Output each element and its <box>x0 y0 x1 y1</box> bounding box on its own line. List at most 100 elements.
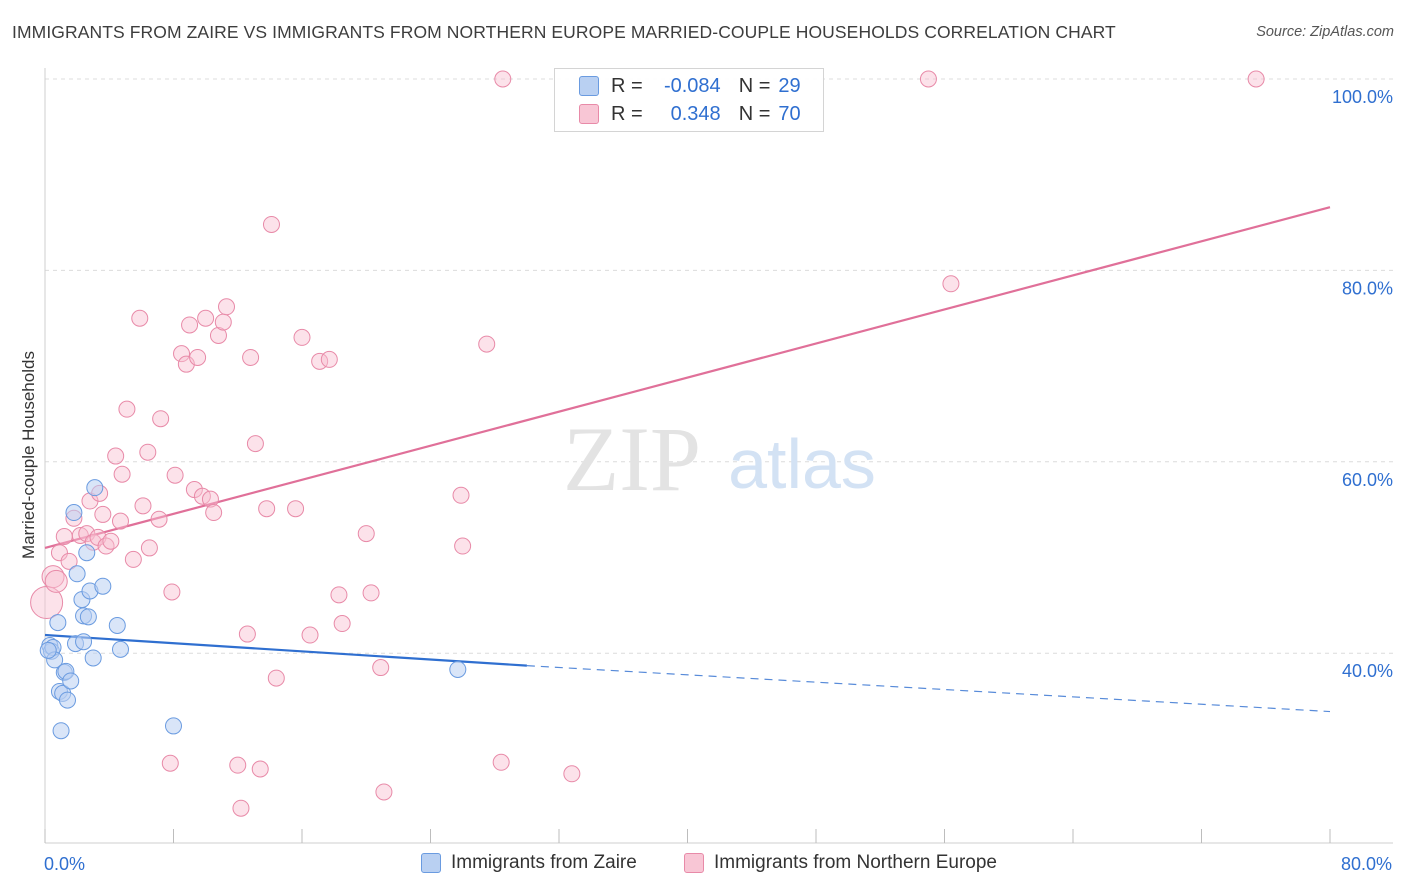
zaire-r-value: -0.084 <box>663 74 721 97</box>
northern-europe-point <box>229 756 247 774</box>
northern-europe-point <box>97 537 115 555</box>
zaire-n-label: N = <box>738 74 771 97</box>
northern-europe-point <box>218 298 236 316</box>
northern-europe-point <box>134 497 152 515</box>
northern-europe-n-value: 70 <box>778 102 801 125</box>
legend-row-northern-europe: R = 0.348 N = 70 <box>579 101 801 127</box>
northern-europe-point <box>330 586 348 604</box>
northern-europe-point <box>942 275 960 293</box>
northern-europe-point <box>209 326 227 344</box>
northern-europe-point <box>214 313 232 331</box>
y-axis-title: Married-couple Households <box>19 351 38 559</box>
northern-europe-point <box>189 348 207 366</box>
northern-europe-point <box>50 544 68 562</box>
northern-europe-point <box>251 760 269 778</box>
y-tick-label: 40.0% <box>1342 661 1393 681</box>
zaire-r-label: R = <box>611 74 643 97</box>
northern-europe-point <box>563 765 581 783</box>
northern-europe-point <box>107 447 125 465</box>
zaire-point <box>62 672 80 690</box>
northern-europe-point <box>201 490 219 508</box>
y-tick-label: 100.0% <box>1332 87 1393 107</box>
northern-europe-point <box>238 625 256 643</box>
zaire-point <box>52 722 70 740</box>
zaire-point <box>79 608 97 626</box>
zaire-point <box>449 660 467 678</box>
northern-europe-trend-line <box>44 206 1331 549</box>
northern-europe-r-value: 0.348 <box>670 102 721 125</box>
northern-europe-swatch <box>579 104 599 124</box>
northern-europe-point <box>919 70 937 88</box>
northern-europe-point <box>55 527 73 545</box>
northern-europe-legend-swatch <box>684 853 704 873</box>
northern-europe-point <box>94 505 112 523</box>
northern-europe-point <box>166 466 184 484</box>
northern-europe-point <box>372 659 390 677</box>
zaire-point <box>58 691 76 709</box>
northern-europe-point <box>375 783 393 801</box>
zaire-trend-line <box>44 633 527 667</box>
northern-europe-point <box>357 525 375 543</box>
zaire-point <box>75 633 93 651</box>
trend-lines <box>44 206 1331 713</box>
northern-europe-point <box>246 435 264 453</box>
northern-europe-point <box>494 70 512 88</box>
legend-item-zaire[interactable]: Immigrants from Zaire <box>421 852 637 874</box>
legend-row-zaire: R = -0.084 N = 29 <box>579 73 801 99</box>
northern-europe-point <box>232 799 250 817</box>
legend-item-northern-europe[interactable]: Immigrants from Northern Europe <box>684 852 997 874</box>
northern-europe-point <box>478 335 496 353</box>
northern-europe-points <box>30 70 1265 817</box>
zaire-n-value: 29 <box>778 74 801 97</box>
zaire-legend-swatch <box>421 853 441 873</box>
x-max-label: 80.0% <box>1341 854 1392 874</box>
northern-europe-point <box>139 443 157 461</box>
zaire-point <box>94 577 112 595</box>
zaire-points <box>39 479 467 740</box>
northern-europe-point <box>333 615 351 633</box>
northern-europe-point <box>140 539 158 557</box>
northern-europe-point <box>454 537 472 555</box>
northern-europe-point <box>161 754 179 772</box>
northern-europe-n-label: N = <box>738 102 771 125</box>
northern-europe-point <box>452 486 470 504</box>
zaire-point <box>49 614 67 632</box>
series-legend: Immigrants from Zaire Immigrants from No… <box>0 852 1406 878</box>
northern-europe-point <box>242 348 260 366</box>
zaire-point <box>108 616 126 634</box>
watermark-zip: ZIP <box>563 408 701 510</box>
northern-europe-point <box>287 500 305 518</box>
northern-europe-point <box>362 584 380 602</box>
zaire-point <box>68 565 86 583</box>
northern-europe-point <box>293 328 311 346</box>
grid-lines <box>45 78 1393 654</box>
northern-europe-r-label: R = <box>611 102 643 125</box>
northern-europe-point <box>150 510 168 528</box>
northern-europe-point <box>181 316 199 334</box>
northern-europe-point <box>111 512 129 530</box>
axes <box>44 68 1393 844</box>
northern-europe-point <box>262 215 280 233</box>
y-tick-labels: 40.0% 60.0% 80.0% 100.0% <box>1332 87 1393 681</box>
source-label: Source: ZipAtlas.com <box>1256 24 1394 40</box>
zaire-point <box>65 504 83 522</box>
correlation-legend: R = -0.084 N = 29 R = 0.348 N = 70 <box>554 68 824 132</box>
northern-europe-legend-label: Immigrants from Northern Europe <box>714 852 997 873</box>
northern-europe-point <box>152 410 170 428</box>
northern-europe-point <box>163 583 181 601</box>
northern-europe-point <box>197 309 215 327</box>
northern-europe-point <box>60 552 78 570</box>
zaire-point <box>84 649 102 667</box>
northern-europe-point <box>102 532 120 550</box>
zaire-swatch <box>579 76 599 96</box>
x-min-label: 0.0% <box>44 854 85 874</box>
y-tick-label: 60.0% <box>1342 470 1393 490</box>
northern-europe-point <box>258 500 276 518</box>
zaire-point <box>111 640 129 658</box>
chart-title: IMMIGRANTS FROM ZAIRE VS IMMIGRANTS FROM… <box>12 22 1116 42</box>
zaire-point <box>78 544 96 562</box>
zaire-point <box>86 479 104 497</box>
zaire-point <box>39 641 57 659</box>
northern-europe-point <box>301 626 319 644</box>
